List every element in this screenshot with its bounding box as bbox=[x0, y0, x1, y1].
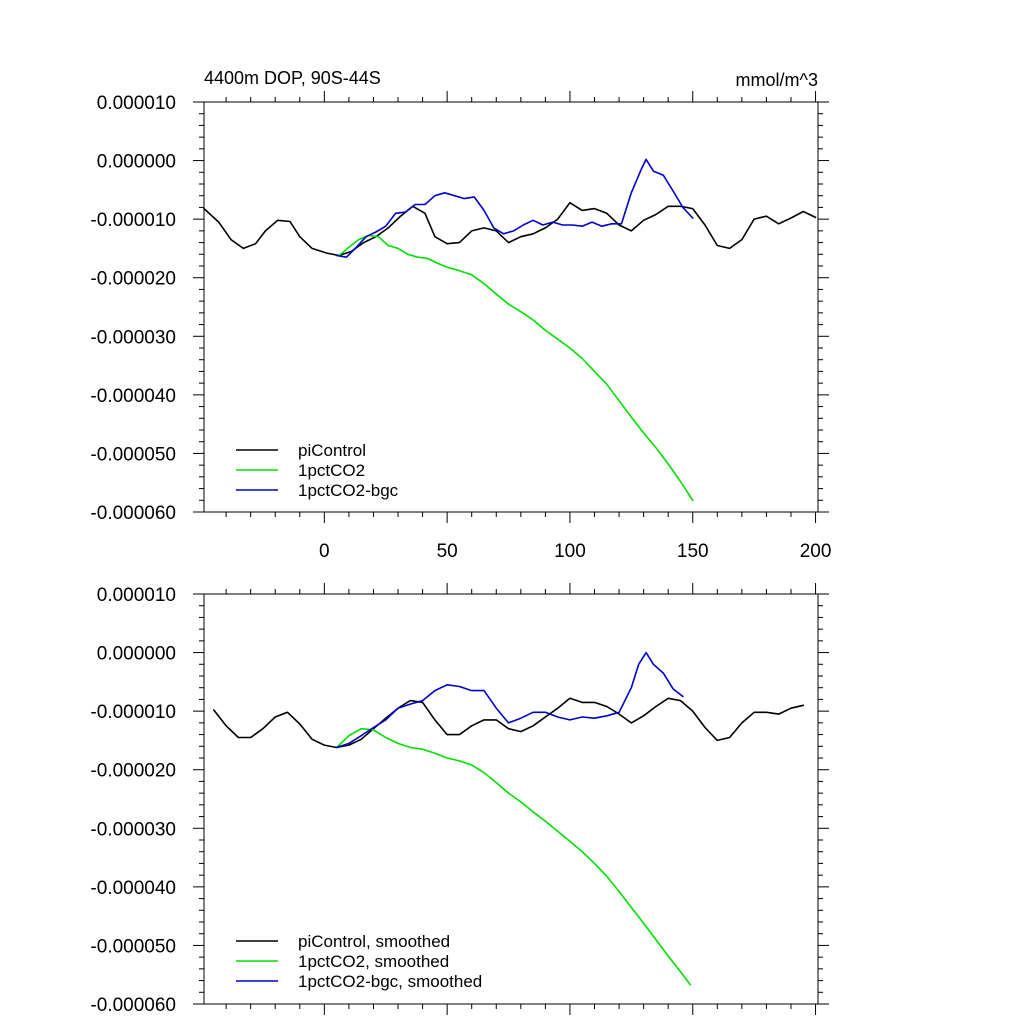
y-tick-label: -0.000040 bbox=[90, 878, 176, 899]
plot-frame bbox=[203, 593, 819, 1005]
legend-label: 1pctCO2-bgc bbox=[298, 481, 399, 500]
y-tick-label: 0.000000 bbox=[97, 644, 176, 665]
y-tick-label: -0.000050 bbox=[90, 444, 176, 465]
legend-label: 1pctCO2-bgc, smoothed bbox=[298, 972, 482, 991]
y-tick-label: -0.000060 bbox=[90, 995, 176, 1016]
y-tick-label: -0.000010 bbox=[90, 702, 176, 723]
y-tick-label: -0.000020 bbox=[90, 761, 176, 782]
y-tick-label: 0.000000 bbox=[97, 152, 176, 173]
series-line-2 bbox=[335, 651, 684, 749]
plot-title: 4400m DOP, 90S-44S bbox=[204, 68, 381, 88]
series-line-1 bbox=[338, 234, 694, 502]
y-tick-label: 0.000010 bbox=[97, 585, 176, 606]
legend-label: piControl, smoothed bbox=[298, 932, 450, 951]
series-line-0 bbox=[203, 201, 817, 257]
x-tick-label: 200 bbox=[800, 541, 832, 562]
legend-label: 1pctCO2 bbox=[298, 461, 365, 480]
y-tick-label: -0.000060 bbox=[90, 503, 176, 524]
y-tick-label: -0.000020 bbox=[90, 269, 176, 290]
y-tick-label: 0.000010 bbox=[97, 93, 176, 114]
series-lines bbox=[203, 158, 817, 502]
series-line-0 bbox=[213, 697, 805, 749]
series-lines bbox=[213, 651, 805, 986]
axis-ticks: 0 50 100 150 200 0.000010 0.000000 -0.000010 -0.… bbox=[90, 91, 831, 562]
x-tick-label: 150 bbox=[677, 541, 709, 562]
y-tick-label: -0.000030 bbox=[90, 327, 176, 348]
axis-ticks: 0.000010 0.000000 -0.000010 -0.000020 -0.000… bbox=[90, 583, 829, 1016]
plot-frame bbox=[203, 101, 819, 513]
y-tick-label: -0.000030 bbox=[90, 819, 176, 840]
x-tick-label: 0 bbox=[319, 541, 330, 562]
top-panel: 4400m DOP, 90S-44S mmol/m^3 0 50 100 150 200… bbox=[90, 68, 831, 562]
units-label: mmol/m^3 bbox=[736, 70, 818, 90]
series-line-1 bbox=[335, 727, 692, 986]
bottom-panel: 0.000010 0.000000 -0.000010 -0.000020 -0.000… bbox=[90, 583, 829, 1016]
y-tick-label: -0.000010 bbox=[90, 210, 176, 231]
x-tick-label: 100 bbox=[554, 541, 586, 562]
legend-label: piControl bbox=[298, 441, 366, 460]
y-tick-label: -0.000050 bbox=[90, 936, 176, 957]
legend-label: 1pctCO2, smoothed bbox=[298, 952, 449, 971]
y-tick-label: -0.000040 bbox=[90, 386, 176, 407]
series-line-2 bbox=[335, 158, 694, 259]
x-tick-label: 50 bbox=[437, 541, 458, 562]
